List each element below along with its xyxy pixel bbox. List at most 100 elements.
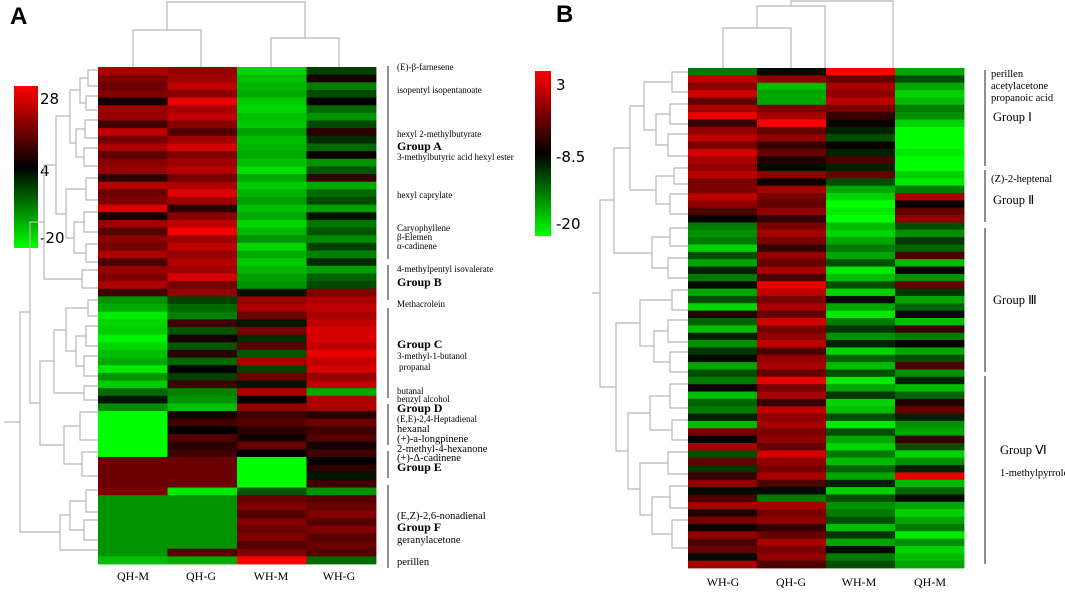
compound-label-a: (E,Z)-2,6-nonadienal	[397, 511, 486, 522]
heatmap-cell	[237, 556, 307, 565]
heatmap-cell	[895, 354, 965, 363]
heatmap-cell	[757, 90, 827, 98]
heatmap-cell	[826, 443, 896, 451]
heatmap-cell	[688, 141, 758, 150]
heatmap-cell	[688, 494, 758, 503]
heatmap-cell	[306, 67, 377, 76]
heatmap-cell	[98, 349, 168, 358]
heatmap-cell	[237, 502, 307, 511]
heatmap-cell	[167, 151, 238, 160]
heatmap-cell	[167, 196, 238, 206]
heatmap-cell	[688, 384, 758, 392]
heatmap-cell	[826, 318, 896, 326]
heatmap-cell	[306, 533, 377, 542]
heatmap-cell	[826, 97, 896, 106]
heatmap-cell	[826, 487, 896, 495]
heatmap-cell	[688, 163, 758, 172]
heatmap-cell	[688, 354, 758, 363]
heatmap-cell	[167, 411, 238, 420]
heatmap-cell	[826, 545, 896, 554]
heatmap-cell	[237, 67, 307, 76]
heatmap-cell	[757, 318, 827, 326]
heatmap-cell	[167, 426, 238, 435]
heatmap-cell	[895, 178, 965, 187]
heatmap-cell	[237, 441, 307, 450]
heatmap-cell	[237, 89, 307, 98]
heatmap-cell	[826, 450, 896, 459]
heatmap-cell	[826, 259, 896, 267]
heatmap-cell	[688, 281, 758, 289]
heatmap-cell	[237, 365, 307, 374]
heatmap-cell	[98, 189, 168, 198]
heatmap-cell	[306, 89, 377, 98]
heatmap-cell	[688, 523, 758, 532]
heatmap-cell	[98, 158, 168, 167]
heatmap-cell	[306, 426, 377, 435]
heatmap-cell	[688, 266, 758, 275]
heatmap-cell	[167, 227, 238, 236]
heatmap-cell	[826, 281, 896, 289]
heatmap-cell	[167, 204, 238, 213]
heatmap-cell	[167, 67, 238, 76]
heatmap-cell	[688, 185, 758, 194]
heatmap-cell	[688, 237, 758, 245]
heatmap-cell	[895, 501, 965, 510]
heatmap-cell	[237, 112, 307, 121]
heatmap-cell	[167, 181, 238, 190]
colorbar-a-max-label: 28	[40, 90, 59, 108]
heatmap-cell	[98, 472, 168, 481]
column-label-a: WH-M	[254, 569, 289, 583]
heatmap-cell	[167, 319, 238, 328]
compound-label-a: β-Elemen	[397, 232, 433, 242]
heatmap-cell	[306, 403, 377, 412]
heatmap-cell	[895, 523, 965, 532]
heatmap-cell	[237, 296, 307, 305]
heatmap-cell	[826, 384, 896, 392]
heatmap-cell	[757, 104, 827, 113]
heatmap-cell	[895, 148, 965, 157]
heatmap-cell	[237, 479, 307, 488]
heatmap-cell	[688, 68, 758, 76]
heatmap-cell	[306, 189, 377, 198]
heatmap-cell	[306, 472, 377, 481]
heatmap-cell	[688, 273, 758, 282]
heatmap-cell	[826, 465, 896, 473]
heatmap-cell	[306, 82, 377, 91]
heatmap-cell	[306, 395, 377, 404]
heatmap-cell	[306, 349, 377, 358]
heatmap-cell	[895, 509, 965, 517]
heatmap-cell	[98, 67, 168, 76]
heatmap-cell	[237, 380, 307, 389]
compound-label-a: (+)-Δ-cadinene	[397, 453, 461, 464]
heatmap-cell	[167, 510, 238, 519]
heatmap-cell	[98, 487, 168, 496]
heatmap-cell	[757, 516, 827, 525]
heatmap-cell	[895, 170, 965, 179]
heatmap-cell	[167, 495, 238, 504]
heatmap-cell	[757, 229, 827, 238]
heatmap-cell	[895, 119, 965, 128]
compound-label-b: (Z)-2-heptenal	[991, 174, 1052, 185]
heatmap-cell	[167, 434, 238, 443]
heatmap-cell	[306, 143, 377, 152]
compound-label-a: hexyl caprylate	[397, 190, 452, 200]
heatmap-cell	[237, 464, 307, 473]
heatmap-cell	[826, 303, 896, 312]
heatmap-cell	[237, 411, 307, 420]
heatmap-cell	[306, 288, 377, 297]
heatmap-cell	[237, 105, 307, 114]
heatmap-cell	[167, 365, 238, 374]
heatmap-cell	[895, 185, 965, 194]
heatmap-cell	[167, 281, 238, 290]
heatmap-cell	[895, 288, 965, 297]
heatmap-cell	[98, 250, 168, 259]
column-dendrogram-b	[722, 0, 894, 68]
heatmap-cell	[237, 418, 307, 427]
heatmap-cell	[98, 372, 168, 381]
heatmap-cell	[757, 538, 827, 547]
heatmap-cell	[826, 479, 896, 488]
heatmap-cell	[895, 112, 965, 120]
heatmap-cell	[167, 502, 238, 511]
heatmap-cell	[237, 495, 307, 504]
heatmap-cell	[167, 449, 238, 458]
